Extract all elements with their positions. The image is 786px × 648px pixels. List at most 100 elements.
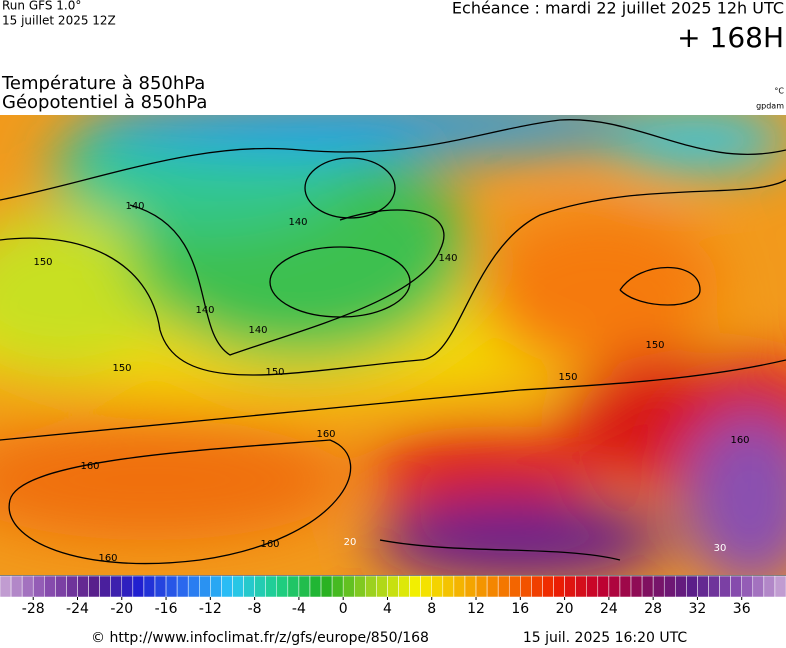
generated: 15 juil. 2025 16:20 UTC bbox=[523, 630, 688, 646]
colorbar-swatch bbox=[708, 575, 720, 598]
colorbar-tick-label: 32 bbox=[689, 601, 707, 617]
colorbar-swatch bbox=[520, 575, 532, 598]
colorbar-swatch bbox=[741, 575, 754, 598]
colorbar-swatch bbox=[232, 575, 244, 598]
colorbar-swatch bbox=[763, 575, 776, 598]
colorbar-swatch bbox=[675, 575, 687, 598]
colorbar-swatch bbox=[0, 575, 12, 598]
colorbar-tick-label: 12 bbox=[467, 601, 485, 617]
colorbar-swatch bbox=[553, 575, 565, 598]
lead-time: + 168H bbox=[677, 21, 784, 54]
colorbar-tick-label: 8 bbox=[427, 601, 436, 617]
colorbar-swatch bbox=[774, 575, 786, 598]
colorbar-swatch bbox=[276, 575, 289, 598]
colorbar-swatch bbox=[730, 575, 742, 598]
contour-label: 160 bbox=[730, 435, 749, 446]
colorbar-swatch bbox=[187, 575, 200, 598]
contour-label: 140 bbox=[248, 325, 267, 336]
contour-label: 150 bbox=[645, 340, 664, 351]
contour-label: 140 bbox=[438, 253, 457, 264]
colorbar-tick-label: -12 bbox=[199, 601, 222, 617]
colorbar-swatch bbox=[442, 575, 455, 598]
contour-label: 150 bbox=[558, 372, 577, 383]
colorbar-swatch bbox=[77, 575, 89, 598]
colorbar-swatch bbox=[697, 575, 709, 598]
colorbar-tick-label: -28 bbox=[22, 601, 45, 617]
colorbar-swatch bbox=[331, 575, 344, 598]
colorbar-swatch bbox=[608, 575, 621, 598]
colorbar-swatch bbox=[44, 575, 56, 598]
colorbar-tick-label: 20 bbox=[556, 601, 574, 617]
contour-label: 160 bbox=[316, 429, 335, 440]
colorbar-tick-label: 36 bbox=[733, 601, 751, 617]
colorbar-tick-label: -20 bbox=[110, 601, 133, 617]
colorbar-swatch bbox=[475, 575, 488, 598]
colorbar-swatch bbox=[387, 575, 399, 598]
colorbar-swatch bbox=[531, 575, 543, 598]
colorbar-swatch bbox=[132, 575, 145, 598]
contour-label: 140 bbox=[125, 201, 144, 212]
colorbar-swatch bbox=[453, 575, 466, 598]
colorbar-swatch bbox=[199, 575, 211, 598]
colorbar-tick-label: 24 bbox=[600, 601, 618, 617]
colorbar-swatch bbox=[298, 575, 311, 598]
map-border bbox=[0, 575, 786, 576]
run-date: 15 juillet 2025 12Z bbox=[2, 14, 116, 28]
colorbar-swatch bbox=[420, 575, 432, 598]
colorbar-tick-label: -4 bbox=[292, 601, 306, 617]
colorbar-tick-label: 16 bbox=[511, 601, 529, 617]
colorbar-swatch bbox=[354, 575, 366, 598]
colorbar-swatch bbox=[121, 575, 134, 598]
colorbar-tick-label: -8 bbox=[248, 601, 262, 617]
colorbar-swatch bbox=[154, 575, 167, 598]
colorbar-swatch bbox=[542, 575, 554, 598]
colorbar-swatch bbox=[309, 575, 322, 598]
colorbar-swatch bbox=[464, 575, 477, 598]
colorbar-swatch bbox=[497, 575, 510, 598]
colorbar-swatch bbox=[752, 575, 765, 598]
colorbar-swatch bbox=[398, 575, 410, 598]
map: 140 140 140 140 140 150 150 150 150 150 160 160 160 1… bbox=[0, 115, 786, 575]
colorbar-swatch bbox=[243, 575, 255, 598]
colorbar-swatch bbox=[409, 575, 421, 598]
colorbar-swatch bbox=[630, 575, 643, 598]
colorbar-swatch bbox=[99, 575, 111, 598]
contour-label: 150 bbox=[265, 367, 284, 378]
colorbar-swatch bbox=[32, 575, 45, 598]
colorbar-swatch bbox=[143, 575, 156, 598]
colorbar-swatch bbox=[663, 575, 676, 598]
colorbar-tick-label: 28 bbox=[644, 601, 662, 617]
temperature-field bbox=[0, 115, 786, 575]
colorbar-swatch bbox=[110, 575, 123, 598]
contours bbox=[0, 119, 786, 565]
source: © http://www.infoclimat.fr/z/gfs/europe/… bbox=[91, 630, 429, 646]
unit-geopotential: gpdam bbox=[756, 102, 784, 111]
colorbar-swatch bbox=[719, 575, 731, 598]
colorbar-swatch bbox=[586, 575, 599, 598]
colorbar-swatch bbox=[641, 575, 654, 598]
colorbar-swatch bbox=[210, 575, 222, 598]
colorbar-swatch bbox=[564, 575, 576, 598]
echeance: Echéance : mardi 22 juillet 2025 12h UTC bbox=[452, 0, 784, 18]
colorbar-swatch bbox=[21, 575, 34, 598]
colorbar-swatch bbox=[597, 575, 610, 598]
title-geopotential: Géopotentiel à 850hPa bbox=[2, 92, 207, 113]
colorbar-swatch bbox=[176, 575, 189, 598]
colorbar-swatch bbox=[376, 575, 388, 598]
contour-label: 30 bbox=[714, 543, 727, 554]
colorbar: -28 -24 -20 -16 -12 -8 -4 0 4 8 12 16 20 24 28 32 36 bbox=[0, 575, 786, 617]
colorbar-swatch bbox=[686, 575, 698, 598]
contour-label: 160 bbox=[260, 539, 279, 550]
colorbar-swatch bbox=[365, 575, 377, 598]
colorbar-swatch bbox=[652, 575, 665, 598]
colorbar-swatch bbox=[265, 575, 278, 598]
colorbar-tick-label: -24 bbox=[66, 601, 89, 617]
colorbar-swatch bbox=[486, 575, 499, 598]
colorbar-swatch bbox=[165, 575, 178, 598]
colorbar-swatch bbox=[55, 575, 67, 598]
colorbar-swatch bbox=[10, 575, 23, 598]
colorbar-swatch bbox=[287, 575, 300, 598]
colorbar-swatch bbox=[66, 575, 78, 598]
contour-label: 160 bbox=[98, 553, 117, 564]
colorbar-swatch bbox=[575, 575, 587, 598]
